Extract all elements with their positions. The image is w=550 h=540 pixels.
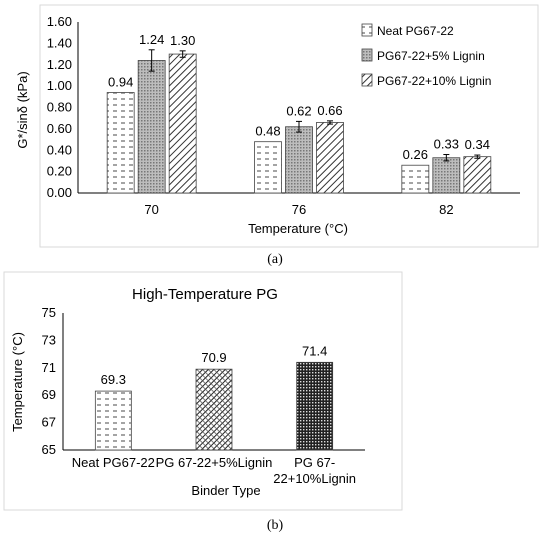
x-tick-label: 82 (439, 202, 453, 217)
bar (463, 156, 492, 194)
data-label: 0.33 (434, 137, 459, 152)
chart-a-xlabel: Temperature (°C) (248, 221, 348, 236)
legend-swatch (361, 48, 373, 62)
y-tick-label: 1.60 (47, 14, 72, 29)
data-label: 0.62 (286, 103, 311, 118)
chart-a-ylabel: G*/sinδ (kPa) (15, 71, 30, 148)
data-label: 0.26 (403, 147, 428, 162)
x-tick-label: PG 67-22+5%Lignin (156, 455, 273, 470)
bar (137, 60, 166, 194)
chart-b-title: High-Temperature PG (132, 286, 278, 303)
caption-b: (b) (267, 518, 284, 533)
x-tick-label: Neat PG67-22 (72, 455, 155, 470)
legend-swatch (361, 23, 373, 37)
y-tick-label: 0.40 (47, 142, 72, 157)
y-tick-label: 65 (42, 442, 56, 457)
y-tick-label: 73 (42, 332, 56, 347)
data-label: 69.3 (101, 372, 126, 387)
chart-a: 0.00 0.20 0.40 0.60 0.80 1.00 1.20 1.40 1.60 0.9… (15, 4, 539, 248)
x-tick-label: 70 (144, 202, 158, 217)
y-tick-label: 67 (42, 415, 56, 430)
legend-label: PG67-22+5% Lignin (377, 49, 485, 63)
legend-label: Neat PG67-22 (377, 24, 454, 38)
y-tick-label: 0.00 (47, 185, 72, 200)
bar (401, 164, 430, 194)
legend-label: PG67-22+10% Lignin (377, 74, 491, 88)
bar (94, 390, 132, 451)
data-label: 71.4 (302, 343, 327, 358)
chart-b-xlabel: Binder Type (191, 483, 260, 498)
bar (285, 126, 313, 194)
data-label: 0.48 (255, 124, 280, 139)
y-tick-label: 0.80 (47, 100, 72, 115)
y-tick-label: 1.40 (47, 35, 72, 50)
y-tick-label: 69 (42, 387, 56, 402)
caption-a: (a) (267, 252, 283, 267)
bar (316, 122, 344, 194)
chart-a-legend: Neat PG67-22 PG67-22+5% Lignin PG67-22+10%… (361, 23, 491, 88)
data-label: 70.9 (201, 350, 226, 365)
y-tick-label: 71 (42, 360, 56, 375)
data-label: 0.94 (108, 75, 133, 90)
x-tick-label: 22+10%Lignin (273, 471, 356, 486)
chart-b-ylabel: Temperature (°C) (10, 332, 25, 432)
bar (432, 157, 461, 194)
legend-swatch (361, 73, 373, 87)
x-tick-label: 76 (292, 202, 306, 217)
bar (195, 368, 233, 451)
data-label: 0.66 (317, 103, 342, 118)
data-label: 1.30 (170, 33, 195, 48)
y-tick-label: 0.60 (47, 121, 72, 136)
y-tick-label: 0.20 (47, 164, 72, 179)
y-tick-label: 1.20 (47, 57, 72, 72)
bar (168, 53, 197, 194)
y-tick-label: 1.00 (47, 78, 72, 93)
chart-b: High-Temperature PG 65 67 69 71 73 75 69.3 70.… (3, 271, 403, 511)
data-label: 0.34 (465, 137, 490, 152)
bar (106, 92, 135, 194)
x-tick-label: PG 67- (294, 455, 335, 470)
bar (296, 361, 334, 451)
y-tick-label: 75 (42, 305, 56, 320)
bar (254, 141, 282, 194)
data-label: 1.24 (139, 32, 164, 47)
